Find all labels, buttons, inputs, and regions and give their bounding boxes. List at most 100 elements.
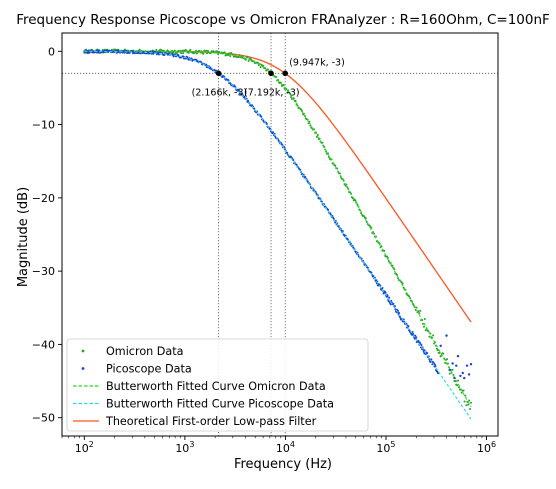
- legend-entry-label: Picoscope Data: [106, 363, 192, 376]
- picoscope-data-point: [295, 164, 298, 167]
- omicron-data-point: [393, 268, 396, 271]
- legend-entry-label: Butterworth Fitted Curve Picoscope Data: [106, 398, 334, 411]
- omicron-data-point: [467, 403, 470, 406]
- omicron-data-point: [175, 52, 178, 55]
- omicron-data-point: [180, 52, 183, 55]
- omicron-data-point: [155, 48, 158, 51]
- omicron-data-point: [462, 389, 465, 392]
- cutoff-annotation-label: (2.166k, -3): [192, 87, 248, 98]
- omicron-data-point: [448, 372, 451, 375]
- picoscope-data-point: [87, 49, 90, 52]
- cutoff-annotation-label: (7.192k, -3): [244, 87, 300, 98]
- omicron-data-point: [442, 352, 445, 355]
- omicron-data-point: [294, 99, 297, 102]
- omicron-data-point: [414, 308, 417, 311]
- omicron-data-point: [346, 186, 349, 189]
- omicron-data-point: [457, 379, 460, 382]
- picoscope-data-point: [304, 175, 307, 178]
- y-tick-label: −10: [32, 119, 55, 132]
- series-omicron-fit-line: [84, 50, 472, 408]
- omicron-data-point: [428, 335, 431, 338]
- omicron-data-point: [159, 48, 162, 51]
- omicron-data-point: [195, 52, 198, 55]
- omicron-data-point: [302, 112, 305, 115]
- picoscope-data-point: [247, 99, 250, 102]
- picoscope-data-point: [372, 275, 375, 278]
- picoscope-data-point: [456, 354, 460, 358]
- picoscope-data-point: [253, 107, 256, 110]
- picoscope-data-point: [465, 364, 469, 367]
- omicron-data-point: [205, 49, 208, 52]
- omicron-data-point: [244, 58, 247, 61]
- picoscope-data-point: [205, 63, 208, 66]
- picoscope-data-point: [286, 151, 289, 154]
- legend-marker: [81, 349, 85, 353]
- omicron-data-point: [460, 391, 463, 394]
- legend: Omicron Data Picoscope Data Butterworth Fi…: [66, 338, 369, 432]
- omicron-data-point: [327, 155, 330, 158]
- omicron-data-point: [424, 329, 427, 332]
- omicron-data-point: [229, 54, 232, 57]
- x-tick-label: 104: [276, 440, 295, 455]
- omicron-data-point: [464, 394, 467, 397]
- axes-frame: [61, 32, 499, 437]
- omicron-data-point: [247, 60, 250, 63]
- picoscope-data-point: [381, 286, 384, 289]
- omicron-data-point: [432, 334, 435, 337]
- omicron-data-point: [246, 56, 249, 59]
- omicron-data-point: [138, 48, 141, 51]
- omicron-data-point: [468, 399, 471, 402]
- omicron-data-point: [282, 84, 285, 87]
- legend-entry-label: Omicron Data: [106, 345, 184, 358]
- picoscope-data-point: [401, 320, 404, 323]
- picoscope-data-point: [366, 266, 369, 269]
- omicron-data-point: [397, 277, 400, 280]
- picoscope-data-point: [461, 371, 464, 375]
- plot-area: (2.166k, -3)(7.192k, -3) (9.947k, -3) 0 −10…: [32, 32, 499, 455]
- picoscope-data-point: [237, 89, 240, 92]
- omicron-data-point: [387, 260, 390, 263]
- omicron-data-point: [206, 49, 209, 52]
- picoscope-data-point: [451, 362, 454, 365]
- picoscope-data-point: [272, 131, 275, 134]
- cutoff-marker: [282, 70, 288, 77]
- omicron-data-point: [296, 104, 299, 107]
- omicron-data-point: [316, 134, 319, 137]
- omicron-data-point: [231, 53, 234, 56]
- x-tick-label: 103: [175, 440, 194, 455]
- omicron-data-point: [415, 306, 418, 309]
- y-axis-label: Magnitude (dB): [16, 187, 31, 287]
- picoscope-data-point: [281, 143, 284, 146]
- omicron-data-point: [383, 250, 386, 253]
- omicron-data-point: [217, 52, 220, 55]
- omicron-data-point: [445, 358, 448, 361]
- picoscope-data-point: [455, 364, 458, 367]
- picoscope-data-point: [97, 51, 100, 54]
- omicron-data-point: [308, 120, 311, 123]
- picoscope-data-point: [327, 208, 330, 211]
- cutoff-marker: [268, 70, 274, 77]
- omicron-data-point: [162, 49, 165, 52]
- omicron-data-point: [369, 225, 372, 228]
- picoscope-data-point: [469, 362, 473, 366]
- picoscope-data-point: [420, 343, 423, 346]
- omicron-data-point: [343, 183, 346, 186]
- omicron-data-point: [456, 384, 459, 387]
- picoscope-data-point: [463, 376, 466, 380]
- legend-box: [66, 338, 369, 432]
- omicron-data-point: [466, 400, 469, 403]
- y-tick-label: −30: [32, 265, 55, 278]
- omicron-data-point: [457, 386, 460, 389]
- picoscope-data-point: [434, 365, 437, 368]
- omicron-data-point: [378, 242, 381, 245]
- omicron-data-point: [259, 66, 262, 69]
- omicron-data-point: [202, 52, 205, 55]
- series-picoscope-data: [83, 49, 473, 380]
- omicron-data-point: [438, 351, 441, 354]
- omicron-data-point: [189, 48, 192, 51]
- picoscope-data-point: [90, 49, 93, 52]
- picoscope-data-point: [84, 51, 87, 54]
- omicron-data-point: [321, 141, 324, 144]
- legend-entry-label: Butterworth Fitted Curve Omicron Data: [106, 380, 326, 393]
